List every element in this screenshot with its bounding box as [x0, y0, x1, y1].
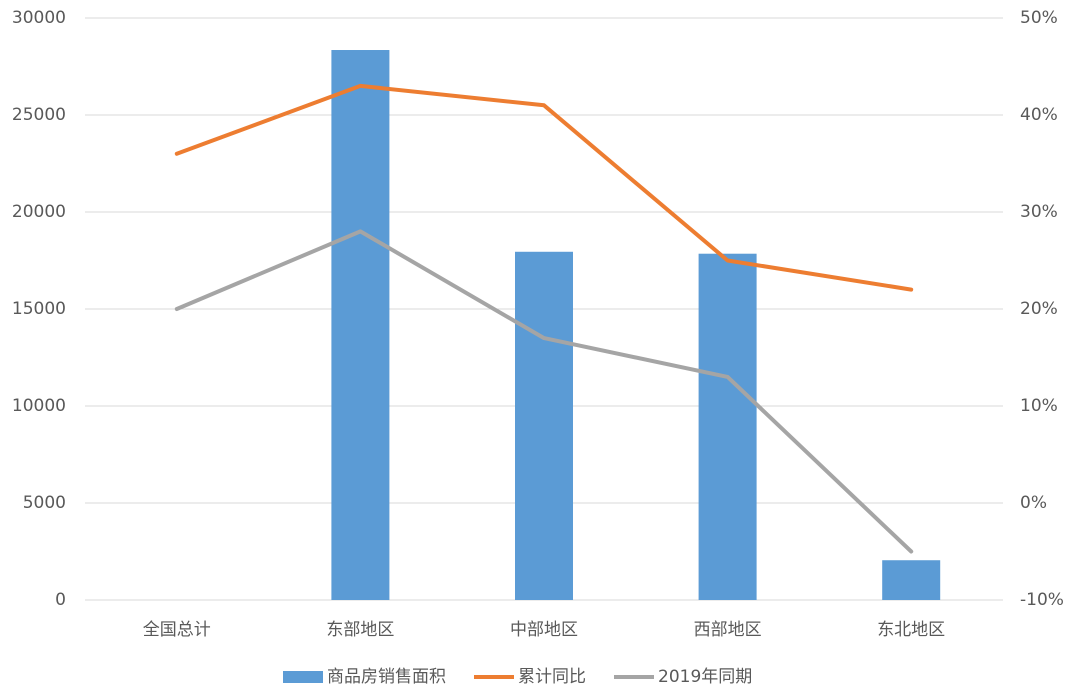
- bar: [331, 50, 390, 600]
- legend-label: 累计同比: [518, 667, 586, 687]
- legend-swatch: [283, 671, 323, 683]
- y2-tick-label: 20%: [1020, 299, 1058, 319]
- line: [174, 83, 914, 292]
- y-tick-label: 20000: [12, 202, 66, 222]
- bar: [515, 251, 573, 600]
- y2-tick-label: 0%: [1020, 493, 1047, 513]
- y-tick-label: 15000: [12, 299, 66, 319]
- y-tick-label: 0: [55, 590, 66, 610]
- x-tick-label: 东北地区: [877, 620, 945, 640]
- bar: [698, 253, 757, 600]
- y-tick-label: 10000: [12, 396, 66, 416]
- y2-tick-label: -10%: [1020, 590, 1064, 610]
- y2-tick-label: 30%: [1020, 202, 1058, 222]
- bar: [882, 560, 941, 600]
- x-tick-label: 中部地区: [510, 620, 578, 640]
- y2-tick-label: 50%: [1020, 8, 1058, 28]
- y-tick-label: 25000: [12, 105, 66, 125]
- x-tick-label: 东部地区: [326, 620, 394, 640]
- y-tick-label: 30000: [12, 8, 66, 28]
- x-tick-label: 西部地区: [694, 620, 762, 640]
- y2-tick-label: 10%: [1020, 396, 1058, 416]
- y-tick-label: 5000: [23, 493, 66, 513]
- legend-label: 2019年同期: [658, 667, 752, 687]
- legend-label: 商品房销售面积: [327, 667, 446, 687]
- x-tick-label: 全国总计: [143, 620, 211, 640]
- y2-tick-label: 40%: [1020, 105, 1058, 125]
- line: [174, 229, 914, 554]
